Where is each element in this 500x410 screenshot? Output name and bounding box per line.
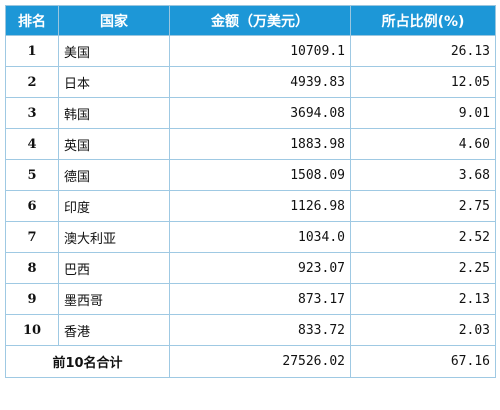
rank-cell: 3 [5,97,59,129]
rank-cell: 4 [5,128,59,160]
share-cell: 26.13 [350,35,496,67]
country-cell: 日本 [58,66,170,98]
header-rank: 排名 [5,5,59,36]
table-row: 1 美国 10709.1 26.13 [5,35,496,67]
country-cell: 印度 [58,190,170,222]
rank-cell: 1 [5,35,59,67]
country-cell: 美国 [58,35,170,67]
country-cell: 英国 [58,128,170,160]
ranking-table: 排名 国家 金额（万美元） 所占比例(%) 1 美国 10709.1 26.13… [5,5,496,378]
amount-cell: 1034.0 [169,221,351,253]
rank-cell: 10 [5,314,59,346]
country-cell: 德国 [58,159,170,191]
total-share: 67.16 [350,345,496,378]
country-cell: 墨西哥 [58,283,170,315]
table-row: 6 印度 1126.98 2.75 [5,190,496,222]
total-label: 前10名合计 [5,345,170,378]
table-row: 5 德国 1508.09 3.68 [5,159,496,191]
header-row: 排名 国家 金额（万美元） 所占比例(%) [5,5,496,36]
country-cell: 澳大利亚 [58,221,170,253]
table-row: 9 墨西哥 873.17 2.13 [5,283,496,315]
amount-cell: 3694.08 [169,97,351,129]
amount-cell: 873.17 [169,283,351,315]
share-cell: 2.75 [350,190,496,222]
share-cell: 3.68 [350,159,496,191]
amount-cell: 923.07 [169,252,351,284]
amount-cell: 833.72 [169,314,351,346]
total-row: 前10名合计 27526.02 67.16 [5,345,496,378]
rank-cell: 7 [5,221,59,253]
table-row: 2 日本 4939.83 12.05 [5,66,496,98]
table-row: 7 澳大利亚 1034.0 2.52 [5,221,496,253]
amount-cell: 10709.1 [169,35,351,67]
share-cell: 12.05 [350,66,496,98]
rank-cell: 8 [5,252,59,284]
country-cell: 韩国 [58,97,170,129]
share-cell: 4.60 [350,128,496,160]
table-row: 8 巴西 923.07 2.25 [5,252,496,284]
share-cell: 2.03 [350,314,496,346]
amount-cell: 1126.98 [169,190,351,222]
country-cell: 巴西 [58,252,170,284]
header-share: 所占比例(%) [350,5,496,36]
rank-cell: 5 [5,159,59,191]
table-row: 10 香港 833.72 2.03 [5,314,496,346]
amount-cell: 1883.98 [169,128,351,160]
rank-cell: 2 [5,66,59,98]
header-amount: 金额（万美元） [169,5,351,36]
share-cell: 9.01 [350,97,496,129]
header-country: 国家 [58,5,170,36]
rank-cell: 9 [5,283,59,315]
country-cell: 香港 [58,314,170,346]
share-cell: 2.13 [350,283,496,315]
share-cell: 2.25 [350,252,496,284]
amount-cell: 4939.83 [169,66,351,98]
table-row: 4 英国 1883.98 4.60 [5,128,496,160]
amount-cell: 1508.09 [169,159,351,191]
rank-cell: 6 [5,190,59,222]
share-cell: 2.52 [350,221,496,253]
total-amount: 27526.02 [169,345,351,378]
table-row: 3 韩国 3694.08 9.01 [5,97,496,129]
